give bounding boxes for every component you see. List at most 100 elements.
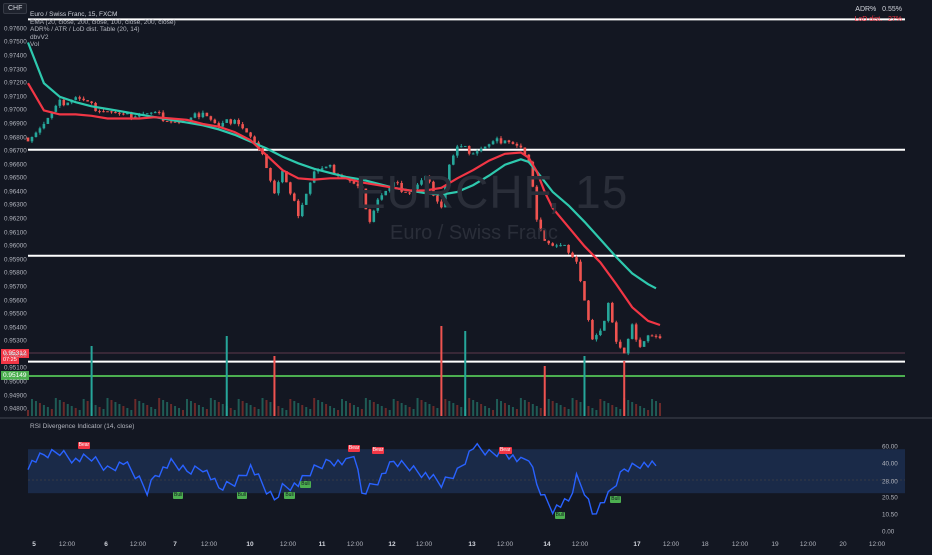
- volume-bar: [567, 409, 570, 416]
- volume-bar: [193, 403, 196, 416]
- candle-body: [583, 281, 586, 301]
- candle-body: [603, 320, 606, 331]
- price-tick-label: 0.96500: [4, 174, 27, 182]
- volume-bar: [579, 402, 582, 416]
- time-tick-label: 20: [839, 541, 847, 548]
- adr-study-label[interactable]: ADR% / ATR / LoD dist. Table (20, 14): [30, 26, 140, 33]
- lod-label: LoD dist.: [854, 16, 883, 23]
- volume-bar: [456, 405, 459, 416]
- volume-study-label[interactable]: Vol: [30, 41, 40, 48]
- candle-body: [384, 190, 388, 196]
- candle-body: [515, 143, 519, 146]
- volume-bar: [317, 400, 320, 416]
- candle-body: [217, 123, 221, 127]
- price-tick-label: 0.96100: [4, 229, 27, 237]
- rsi-bear-signal: Bear: [347, 444, 361, 452]
- watermark-name: Euro / Swiss Franc: [390, 222, 558, 244]
- volume-bar: [396, 401, 399, 416]
- candle-body: [50, 111, 54, 118]
- time-tick-label: 12:00: [662, 541, 680, 548]
- volume-bar: [575, 400, 578, 416]
- volume-bar: [460, 407, 463, 416]
- price-tick-label: 0.96300: [4, 201, 27, 209]
- price-tick-label: 0.97000: [4, 106, 27, 114]
- volume-bar: [277, 406, 280, 416]
- volume-bar: [639, 406, 642, 416]
- volume-bar: [126, 408, 129, 416]
- watermark-symbol: EURCHF, 15: [355, 166, 629, 218]
- candle-body: [579, 261, 582, 282]
- volume-bar: [655, 401, 658, 416]
- volume-bar: [503, 403, 506, 416]
- volume-bar: [372, 402, 375, 416]
- rsi-panel-title[interactable]: RSI Divergence Indicator (14, close): [30, 423, 135, 430]
- volume-bar: [122, 406, 125, 416]
- candle-body: [356, 183, 360, 187]
- volume-bar: [241, 401, 244, 416]
- volume-bar: [627, 400, 630, 416]
- candle-body: [571, 252, 574, 258]
- time-tick-label: 10: [246, 541, 254, 548]
- price-tick-label: 0.96000: [4, 242, 27, 250]
- bar-countdown-tag: 07:25: [1, 357, 19, 364]
- price-tick-label: 0.97500: [4, 38, 27, 46]
- currency-badge[interactable]: CHF: [3, 3, 28, 14]
- candle-body: [304, 193, 308, 205]
- volume-bar: [547, 399, 550, 416]
- volume-bar: [424, 402, 427, 416]
- candle-body: [360, 186, 364, 189]
- candle-body: [364, 188, 368, 210]
- time-tick-label: 17: [633, 541, 641, 548]
- volume-bar: [651, 399, 654, 416]
- volume-bar: [515, 409, 518, 416]
- candle-body: [205, 112, 209, 117]
- dbv-study-label[interactable]: dbvV2: [30, 33, 49, 41]
- candle-body: [102, 111, 105, 113]
- time-tick-label: 12:00: [129, 541, 147, 548]
- candle-body: [320, 168, 324, 170]
- candle-body: [539, 219, 543, 231]
- candle-body: [269, 168, 272, 181]
- candle-body: [296, 200, 300, 217]
- time-tick-label: 12: [388, 541, 396, 548]
- volume-bar: [388, 410, 391, 416]
- price-tick-label: 0.97100: [4, 93, 27, 101]
- candle-body: [74, 97, 77, 100]
- volume-bar: [603, 401, 606, 416]
- volume-bar: [507, 405, 510, 416]
- candle-body: [392, 182, 395, 187]
- volume-bar: [631, 402, 634, 416]
- candle-body: [491, 141, 495, 145]
- price-tick-label: 0.97200: [4, 79, 27, 87]
- volume-bar: [329, 406, 332, 416]
- volume-spike-bar: [225, 336, 228, 416]
- volume-bar: [313, 398, 316, 416]
- candle-body: [54, 105, 58, 112]
- candle-body: [165, 120, 169, 122]
- candle-body: [308, 182, 312, 194]
- price-tick-label: 0.96400: [4, 188, 27, 196]
- price-tick-label: 0.95400: [4, 324, 27, 332]
- volume-bar: [647, 410, 650, 416]
- volume-spike-bar: [440, 326, 443, 416]
- time-tick-label: 12:00: [799, 541, 817, 548]
- candle-body: [293, 193, 296, 201]
- symbol-title[interactable]: Euro / Swiss Franc, 15, FXCM: [30, 11, 118, 18]
- candle-body: [622, 347, 626, 354]
- rsi-bull-signal: Bull: [284, 492, 295, 499]
- volume-bar: [484, 406, 487, 416]
- candle-body: [26, 137, 30, 142]
- candle-body: [452, 155, 455, 165]
- volume-bar: [539, 408, 542, 416]
- time-tick-label: 12:00: [200, 541, 218, 548]
- volume-bar: [511, 407, 514, 416]
- volume-bar: [237, 399, 240, 416]
- candle-body: [352, 181, 356, 184]
- volume-bar: [182, 410, 185, 416]
- rsi-line: [27, 442, 657, 516]
- ema-slow-line: [26, 42, 657, 290]
- ema-study-label[interactable]: EMA (20, close, 200, close, 100, close, …: [30, 18, 176, 26]
- candle-body: [332, 164, 336, 175]
